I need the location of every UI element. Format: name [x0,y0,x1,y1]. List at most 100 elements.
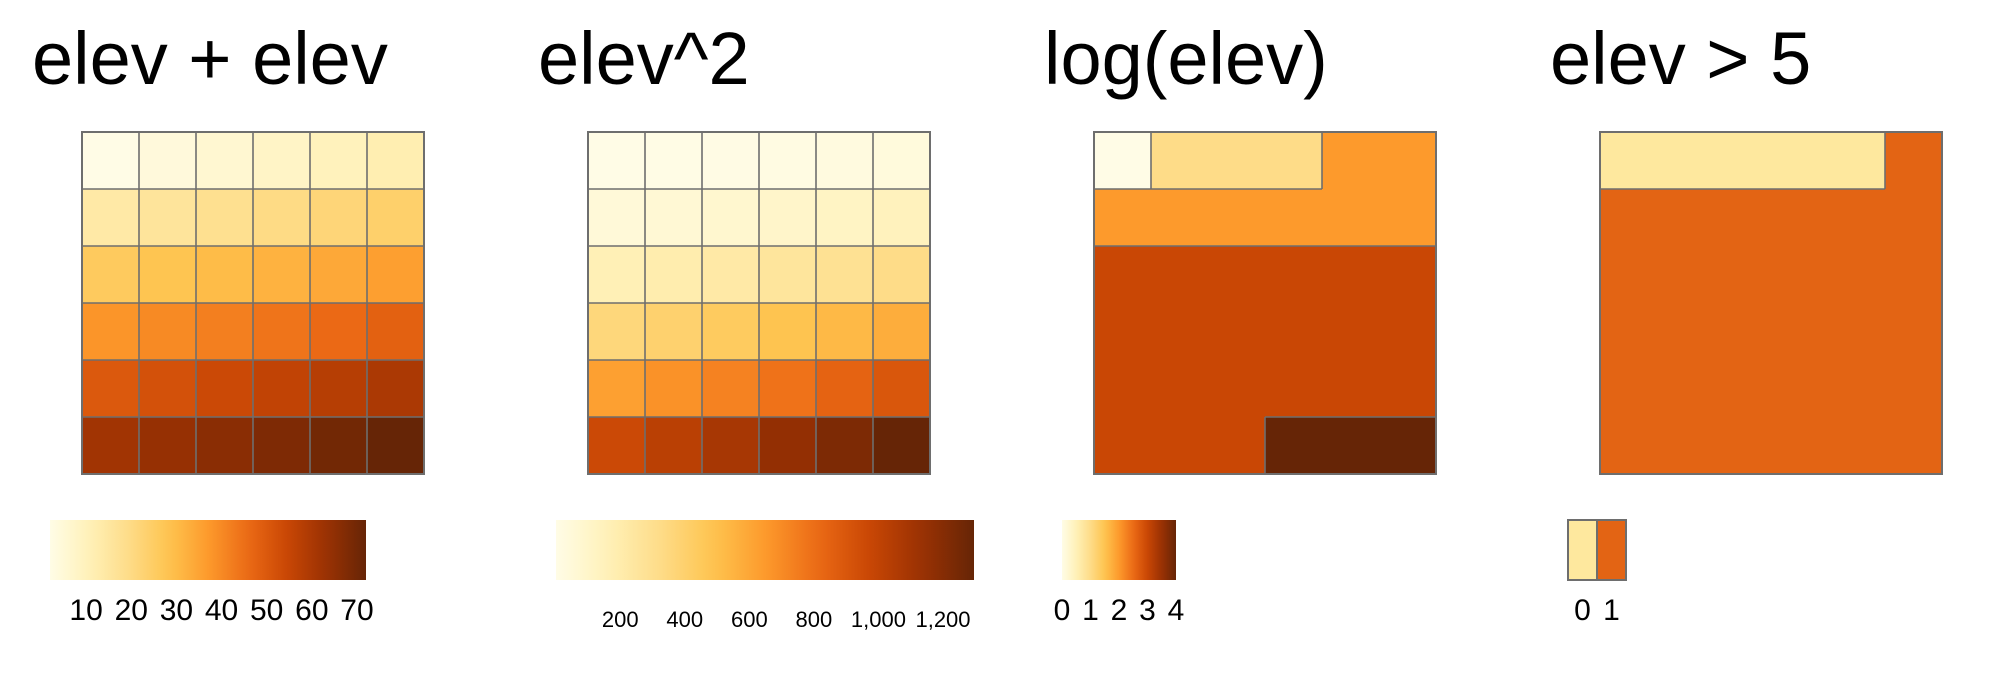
raster-cell [310,246,367,303]
raster-cell [1828,246,1885,303]
raster-cell [1208,417,1265,474]
raster-cell [1094,132,1151,189]
raster-frame [1599,131,1943,475]
raster-cell [1322,417,1379,474]
raster-cell [873,360,930,417]
panel-title: log(elev) [1044,17,1328,100]
raster-cell [1885,303,1942,360]
raster-cell [1265,132,1322,189]
raster-cell [1208,189,1265,246]
raster-cell [1657,417,1714,474]
raster-cell [1885,132,1942,189]
raster-cell [702,360,759,417]
raster-cell [139,303,196,360]
raster-cell [1208,132,1265,189]
raster-cell [1208,360,1265,417]
raster-cell [1379,303,1436,360]
legend-tick-label: 1,200 [915,607,970,632]
raster-cell [759,189,816,246]
raster-cell [1151,246,1208,303]
raster-cell [1714,360,1771,417]
raster-cell [1828,417,1885,474]
raster-cell [139,132,196,189]
raster-cell [196,246,253,303]
raster-cell [588,360,645,417]
raster-cell [1322,360,1379,417]
raster-cell [1094,189,1151,246]
raster-cell [310,189,367,246]
raster-cell [816,360,873,417]
raster-cell [588,132,645,189]
raster-cell [1771,246,1828,303]
raster-cell [1094,246,1151,303]
raster-cell [645,132,702,189]
raster-cell [702,246,759,303]
legend-tick-label: 1 [1603,594,1620,627]
raster-cell [1657,360,1714,417]
raster-cell [1322,132,1379,189]
raster-cell [1828,360,1885,417]
raster-cell [82,303,139,360]
raster-cell [82,132,139,189]
legend: 200 400 600 800 1,000 1,200 [556,520,974,632]
raster-cell [367,246,424,303]
raster-cell [1151,303,1208,360]
panel-elev-plus-elev: elev + elev 10 20 30 40 50 60 70 [0,0,500,700]
raster-cell [253,189,310,246]
raster-cell [816,303,873,360]
raster-cell [1265,303,1322,360]
raster-cell [1600,189,1657,246]
raster-cell [367,360,424,417]
legend: 10 20 30 40 50 60 70 [50,520,374,627]
raster-cell [196,303,253,360]
raster-cell [759,360,816,417]
raster-cell [1771,417,1828,474]
raster-cell [1657,132,1714,189]
legend-tick-label: 4 [1168,594,1185,627]
raster-cell [1322,303,1379,360]
panel-elev-squared: elev^2 200 400 600 800 1,000 1,200 [506,0,1006,700]
raster-cell [1885,246,1942,303]
raster-cell [82,189,139,246]
raster-cell [196,132,253,189]
raster-cell [645,189,702,246]
raster-cell [196,189,253,246]
raster-cell [1600,360,1657,417]
raster-cell [1151,189,1208,246]
legend-tick-label: 600 [731,607,768,632]
legend-tick-label: 3 [1139,594,1156,627]
raster-cell [1771,303,1828,360]
raster-cell [1828,132,1885,189]
raster-cell [1771,189,1828,246]
raster-cell [196,417,253,474]
raster-cell [253,417,310,474]
raster-cell [1828,189,1885,246]
raster-cell [253,132,310,189]
legend-colorbar [50,520,366,580]
legend-colorbar [556,520,974,580]
raster-cell [873,303,930,360]
raster-cell [82,360,139,417]
raster-cell [1322,189,1379,246]
raster-cell [873,417,930,474]
raster-cell [1657,189,1714,246]
legend-tick-label: 70 [340,594,373,627]
raster-cell [82,417,139,474]
legend-tick-label: 60 [295,594,328,627]
raster-cell [1714,132,1771,189]
raster-cell [1265,417,1322,474]
raster-cell [1094,360,1151,417]
raster-cell [1379,417,1436,474]
raster-cell [1714,189,1771,246]
raster-cell [759,246,816,303]
legend-tick-label: 1 [1082,594,1099,627]
raster-cell [1885,360,1942,417]
raster-cell [1379,246,1436,303]
raster-cell [645,303,702,360]
panel-title: elev > 5 [1550,17,1812,100]
raster-cell [1714,246,1771,303]
raster-cell [1771,360,1828,417]
raster-cell [139,189,196,246]
